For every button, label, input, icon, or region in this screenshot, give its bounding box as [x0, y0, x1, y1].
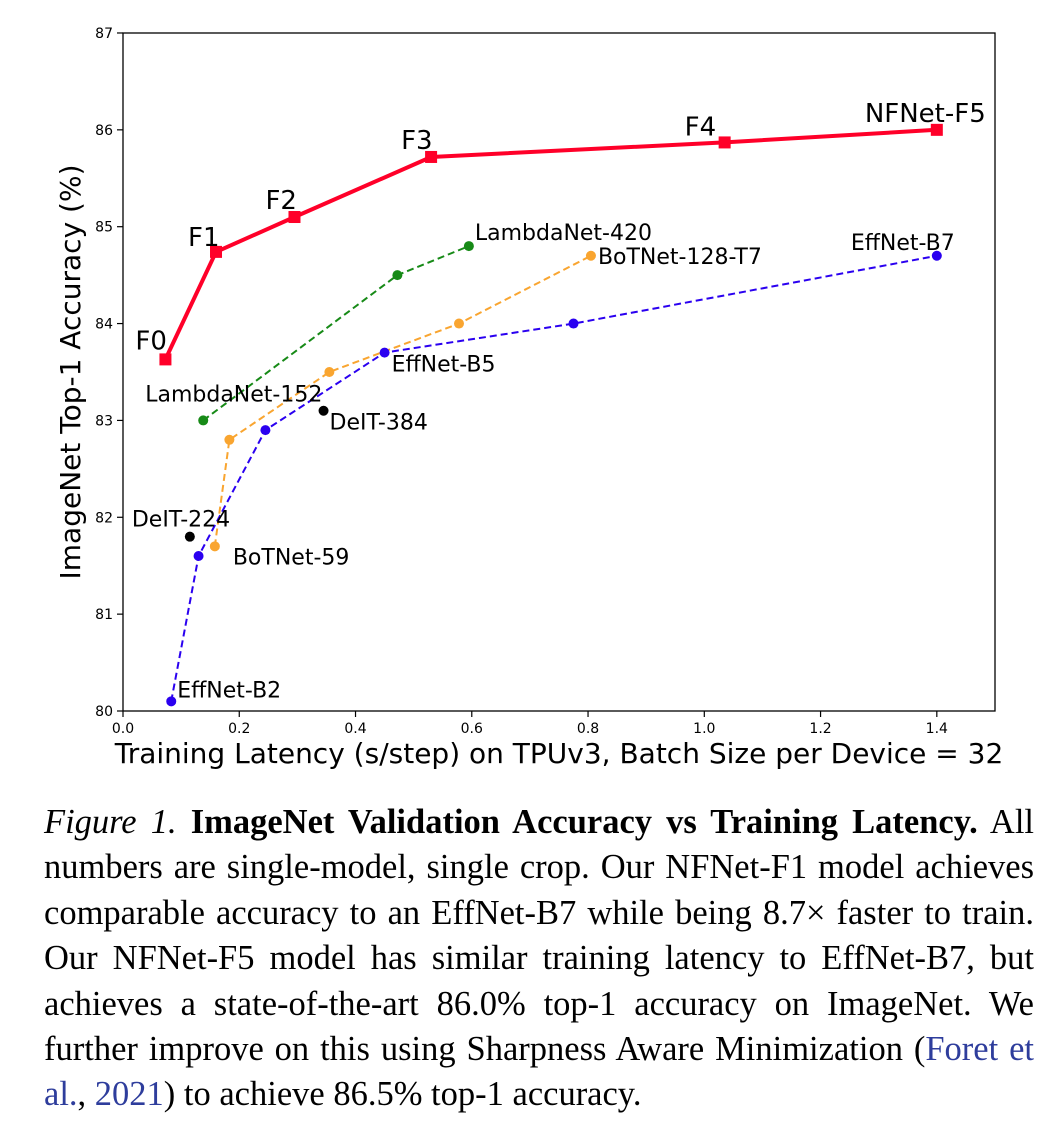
- lambdanet-point: [392, 270, 403, 281]
- nfnet-point: [288, 211, 301, 224]
- efficientnet-point: [260, 425, 271, 436]
- citation-year-link[interactable]: 2021: [94, 1075, 164, 1114]
- efficientnet-point-label: EffNet-B2: [177, 678, 281, 703]
- x-tick-label: 1.0: [693, 721, 715, 737]
- botnet-point: [209, 541, 220, 552]
- efficientnet-point-label: EffNet-B5: [392, 353, 496, 378]
- citation-author-link[interactable]: Foret et al.: [44, 1030, 1034, 1114]
- efficientnet-line: [170, 254, 937, 702]
- nfnet-point: [210, 245, 223, 258]
- efficientnet-point: [193, 551, 204, 562]
- x-tick-label: 0.6: [461, 721, 483, 737]
- efficientnet-point: [568, 318, 579, 329]
- x-axis-label: Training Latency (s/step) on TPUv3, Batc…: [114, 737, 1004, 770]
- accuracy-vs-latency-chart: 0.0 0.2 0.4 0.6 0.8 1.0 1.2 1.4 80 81 82 83 84 85 86 87…: [54, 26, 1004, 770]
- figure-label: Figure 1.: [44, 803, 177, 841]
- axis-ticks: 0.0 0.2 0.4 0.6 0.8 1.0 1.2 1.4 80 81 82 83 84 85 86 87: [95, 26, 948, 737]
- y-tick-label: 83: [95, 413, 113, 429]
- botnet-point-label: BoTNet-59: [233, 545, 350, 570]
- botnet-point: [585, 250, 596, 261]
- x-tick-label: 0.2: [228, 721, 250, 737]
- nfnet-point-label: F2: [265, 186, 297, 216]
- y-tick-label: 85: [95, 220, 113, 236]
- y-axis-label: ImageNet Top-1 Accuracy (%): [54, 165, 87, 580]
- y-tick-label: 86: [95, 123, 113, 139]
- deit-point-label: DeIT-224: [132, 508, 230, 533]
- y-tick-label: 80: [95, 704, 113, 720]
- nfnet-point-label: NFNet-F5: [865, 99, 986, 129]
- deit-point: [318, 405, 329, 416]
- nfnet-point: [425, 150, 438, 163]
- series-markers: [159, 123, 943, 707]
- lambdanet-point: [198, 415, 209, 426]
- nfnet-point-label: F1: [188, 223, 220, 253]
- y-tick-label: 87: [95, 26, 113, 42]
- deit-point-label: DeIT-384: [330, 411, 428, 436]
- efficientnet-point: [931, 250, 942, 261]
- nfnet-point: [930, 123, 943, 136]
- lambdanet-point: [463, 241, 474, 252]
- y-tick-label: 81: [95, 607, 113, 623]
- deit-point: [184, 531, 195, 542]
- y-tick-label: 82: [95, 510, 113, 526]
- lambdanet-point-label: LambdaNet-420: [475, 221, 652, 246]
- nfnet-point: [718, 136, 731, 149]
- x-tick-label: 0.4: [344, 721, 366, 737]
- figure-title: ImageNet Validation Accuracy vs Training…: [190, 803, 978, 841]
- figure-caption: Figure 1. ImageNet Validation Accuracy v…: [44, 800, 1034, 1118]
- caption-body-start: All numbers are single-model, single cro…: [44, 803, 1034, 1069]
- botnet-line: [213, 254, 592, 547]
- lambdanet-point-label: LambdaNet-152: [145, 382, 322, 407]
- x-tick-label: 0.8: [577, 721, 599, 737]
- botnet-point: [453, 318, 464, 329]
- efficientnet-point: [379, 347, 390, 358]
- citation-separator: ,: [77, 1075, 95, 1114]
- nfnet-point: [159, 353, 172, 366]
- botnet-point: [324, 366, 335, 377]
- nfnet-point-label: F0: [135, 326, 167, 356]
- x-tick-label: 1.2: [809, 721, 831, 737]
- x-tick-label: 1.4: [926, 721, 948, 737]
- caption-body-end: ) to achieve 86.5% top-1 accuracy.: [163, 1075, 642, 1114]
- efficientnet-point: [166, 696, 177, 707]
- efficientnet-point-label: EffNet-B7: [851, 231, 955, 256]
- x-tick-label: 0.0: [112, 721, 134, 737]
- y-tick-label: 84: [95, 317, 113, 333]
- nfnet-line: [163, 127, 937, 361]
- botnet-point-label: BoTNet-128-T7: [598, 245, 762, 270]
- nfnet-point-label: F4: [685, 112, 717, 142]
- botnet-point: [224, 434, 235, 445]
- point-labels: F0 F1 F2 F3 F4 NFNet-F5 LambdaNet-152 LambdaNet…: [132, 99, 986, 703]
- nfnet-point-label: F3: [401, 126, 433, 156]
- plot-frame: [122, 32, 996, 712]
